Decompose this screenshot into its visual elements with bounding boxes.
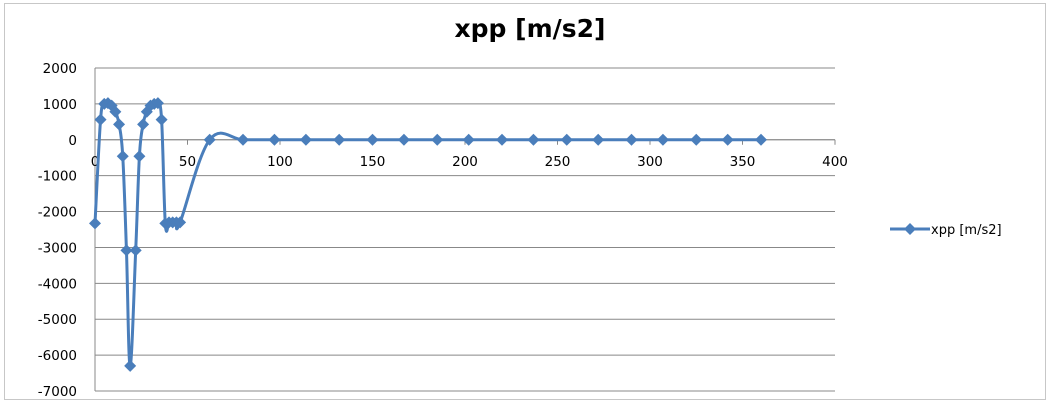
y-tick-label: -3000: [38, 240, 77, 256]
x-tick-label: 150: [360, 154, 386, 170]
y-tick-label: -5000: [38, 312, 77, 328]
data-point: [116, 150, 129, 163]
x-tick-label: 400: [822, 154, 848, 170]
data-point: [625, 133, 638, 146]
data-point: [299, 133, 312, 146]
y-tick-label: 1000: [43, 97, 77, 113]
data-point: [268, 133, 281, 146]
data-point: [120, 244, 133, 257]
data-point: [89, 217, 101, 230]
legend-swatch-marker: [904, 223, 916, 235]
x-tick-label: 0: [91, 154, 100, 170]
data-point: [656, 133, 669, 146]
grid-layer: [95, 67, 835, 392]
data-point: [151, 97, 164, 110]
y-tick-label: -1000: [38, 169, 77, 185]
data-point: [133, 150, 146, 163]
chart-frame: [4, 3, 1046, 400]
x-tick-label: 200: [452, 154, 478, 170]
x-tick-label: 100: [267, 154, 293, 170]
y-tick-label: 0: [68, 133, 77, 149]
axis-layer: 200010000-1000-2000-3000-4000-5000-6000-…: [38, 61, 848, 400]
data-point: [137, 118, 150, 131]
data-point: [527, 133, 540, 146]
data-point: [366, 133, 379, 146]
legend: xpp [m/s2]: [890, 223, 1002, 238]
data-point: [94, 113, 107, 126]
y-tick-label: 2000: [43, 61, 77, 77]
x-tick-label: 350: [730, 154, 756, 170]
data-point: [560, 133, 573, 146]
y-tick-label: -7000: [38, 384, 77, 400]
x-tick-label: 50: [179, 154, 196, 170]
data-point: [333, 133, 346, 146]
data-point: [592, 133, 605, 146]
data-point: [109, 105, 122, 118]
legend-label: xpp [m/s2]: [931, 223, 1002, 238]
series-layer: [89, 97, 767, 372]
data-point: [690, 133, 703, 146]
y-tick-label: -4000: [38, 276, 77, 292]
x-tick-label: 300: [637, 154, 663, 170]
y-tick-label: -2000: [38, 205, 77, 221]
data-point: [203, 133, 216, 146]
data-point: [431, 133, 444, 146]
data-point: [755, 133, 767, 146]
data-point: [721, 133, 734, 146]
data-point: [462, 133, 475, 146]
chart-title: xpp [m/s2]: [454, 14, 606, 43]
data-point: [129, 244, 142, 257]
y-tick-label: -6000: [38, 348, 77, 364]
data-point: [113, 118, 126, 131]
x-tick-label: 250: [545, 154, 571, 170]
data-point: [155, 113, 168, 126]
data-point: [124, 359, 137, 372]
data-point: [397, 133, 410, 146]
data-point: [496, 133, 508, 146]
data-point: [237, 133, 249, 146]
data-point: [174, 216, 187, 229]
